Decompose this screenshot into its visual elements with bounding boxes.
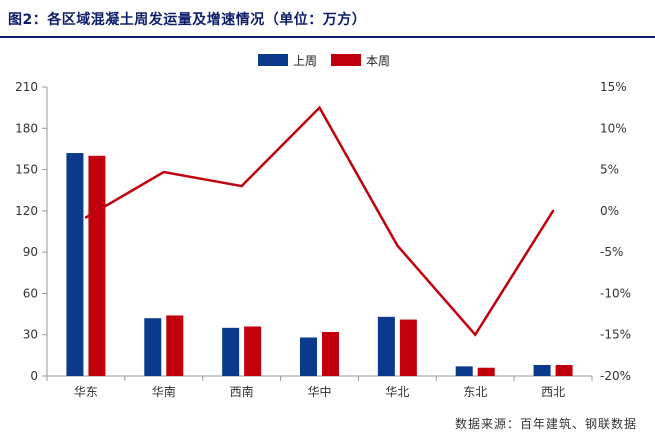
bar-this-week bbox=[477, 367, 495, 376]
growth-rate-point bbox=[396, 244, 399, 247]
left-tick-label: 90 bbox=[23, 245, 38, 259]
data-source-note: 数据来源：百年建筑、钢联数据 bbox=[454, 417, 637, 431]
left-tick-label: 150 bbox=[15, 163, 38, 177]
title-bar: 图2：各区域混凝土周发运量及增速情况（单位：万方） bbox=[0, 0, 655, 38]
growth-rate-point bbox=[240, 184, 243, 188]
left-tick-label: 30 bbox=[23, 328, 38, 342]
x-tick-label: 华南 bbox=[152, 384, 176, 399]
legend-label-prev-week: 上周 bbox=[293, 53, 318, 68]
bar-prev-week bbox=[377, 316, 395, 376]
left-tick-label: 0 bbox=[30, 369, 38, 383]
right-tick-label: -10% bbox=[600, 286, 631, 300]
chart-legend: 上周 本周 bbox=[258, 52, 390, 68]
legend-item-prev-week: 上周 bbox=[258, 52, 317, 69]
x-tick-label: 东北 bbox=[463, 385, 487, 399]
x-tick-label: 西南 bbox=[230, 384, 254, 399]
bar-prev-week bbox=[144, 318, 162, 376]
legend-swatch-prev-week bbox=[258, 54, 288, 66]
right-tick-label: 10% bbox=[600, 121, 627, 135]
growth-rate-point bbox=[84, 216, 88, 219]
x-tick-label: 华中 bbox=[307, 384, 331, 399]
left-tick-label: 180 bbox=[15, 121, 38, 135]
growth-rate-point bbox=[474, 333, 477, 336]
right-tick-label: -15% bbox=[600, 328, 631, 342]
bar-this-week bbox=[244, 326, 262, 376]
bar-this-week bbox=[399, 319, 417, 376]
x-tick-label: 华东 bbox=[74, 385, 98, 399]
left-tick-label: 60 bbox=[23, 286, 38, 300]
bar-this-week bbox=[555, 364, 573, 376]
left-tick-label: 210 bbox=[15, 80, 38, 94]
growth-rate-point bbox=[318, 106, 321, 109]
right-tick-label: 5% bbox=[600, 163, 619, 177]
right-tick-label: -5% bbox=[600, 245, 623, 259]
bar-prev-week bbox=[222, 327, 240, 376]
bar-this-week bbox=[88, 155, 106, 376]
bar-prev-week bbox=[455, 366, 473, 376]
growth-rate-point bbox=[162, 170, 165, 174]
growth-rate-point bbox=[551, 209, 555, 213]
chart-title: 图2：各区域混凝土周发运量及增速情况（单位：万方） bbox=[8, 12, 367, 28]
right-tick-label: 0% bbox=[600, 204, 619, 218]
legend-swatch-this-week bbox=[331, 54, 362, 66]
legend-label-this-week: 本周 bbox=[366, 53, 391, 68]
bar-this-week bbox=[166, 315, 184, 376]
bar-prev-week bbox=[533, 364, 551, 376]
right-tick-label: 15% bbox=[600, 80, 627, 94]
legend-item-this-week: 本周 bbox=[331, 52, 390, 69]
left-tick-label: 120 bbox=[15, 204, 38, 218]
title-divider bbox=[0, 36, 655, 38]
bar-prev-week bbox=[300, 337, 317, 376]
bar-this-week bbox=[322, 331, 339, 376]
growth-rate-line bbox=[85, 105, 555, 337]
right-tick-label: -20% bbox=[600, 369, 631, 383]
x-tick-label: 华北 bbox=[385, 385, 409, 399]
bar-prev-week bbox=[66, 153, 84, 376]
x-tick-label: 西北 bbox=[541, 385, 565, 399]
